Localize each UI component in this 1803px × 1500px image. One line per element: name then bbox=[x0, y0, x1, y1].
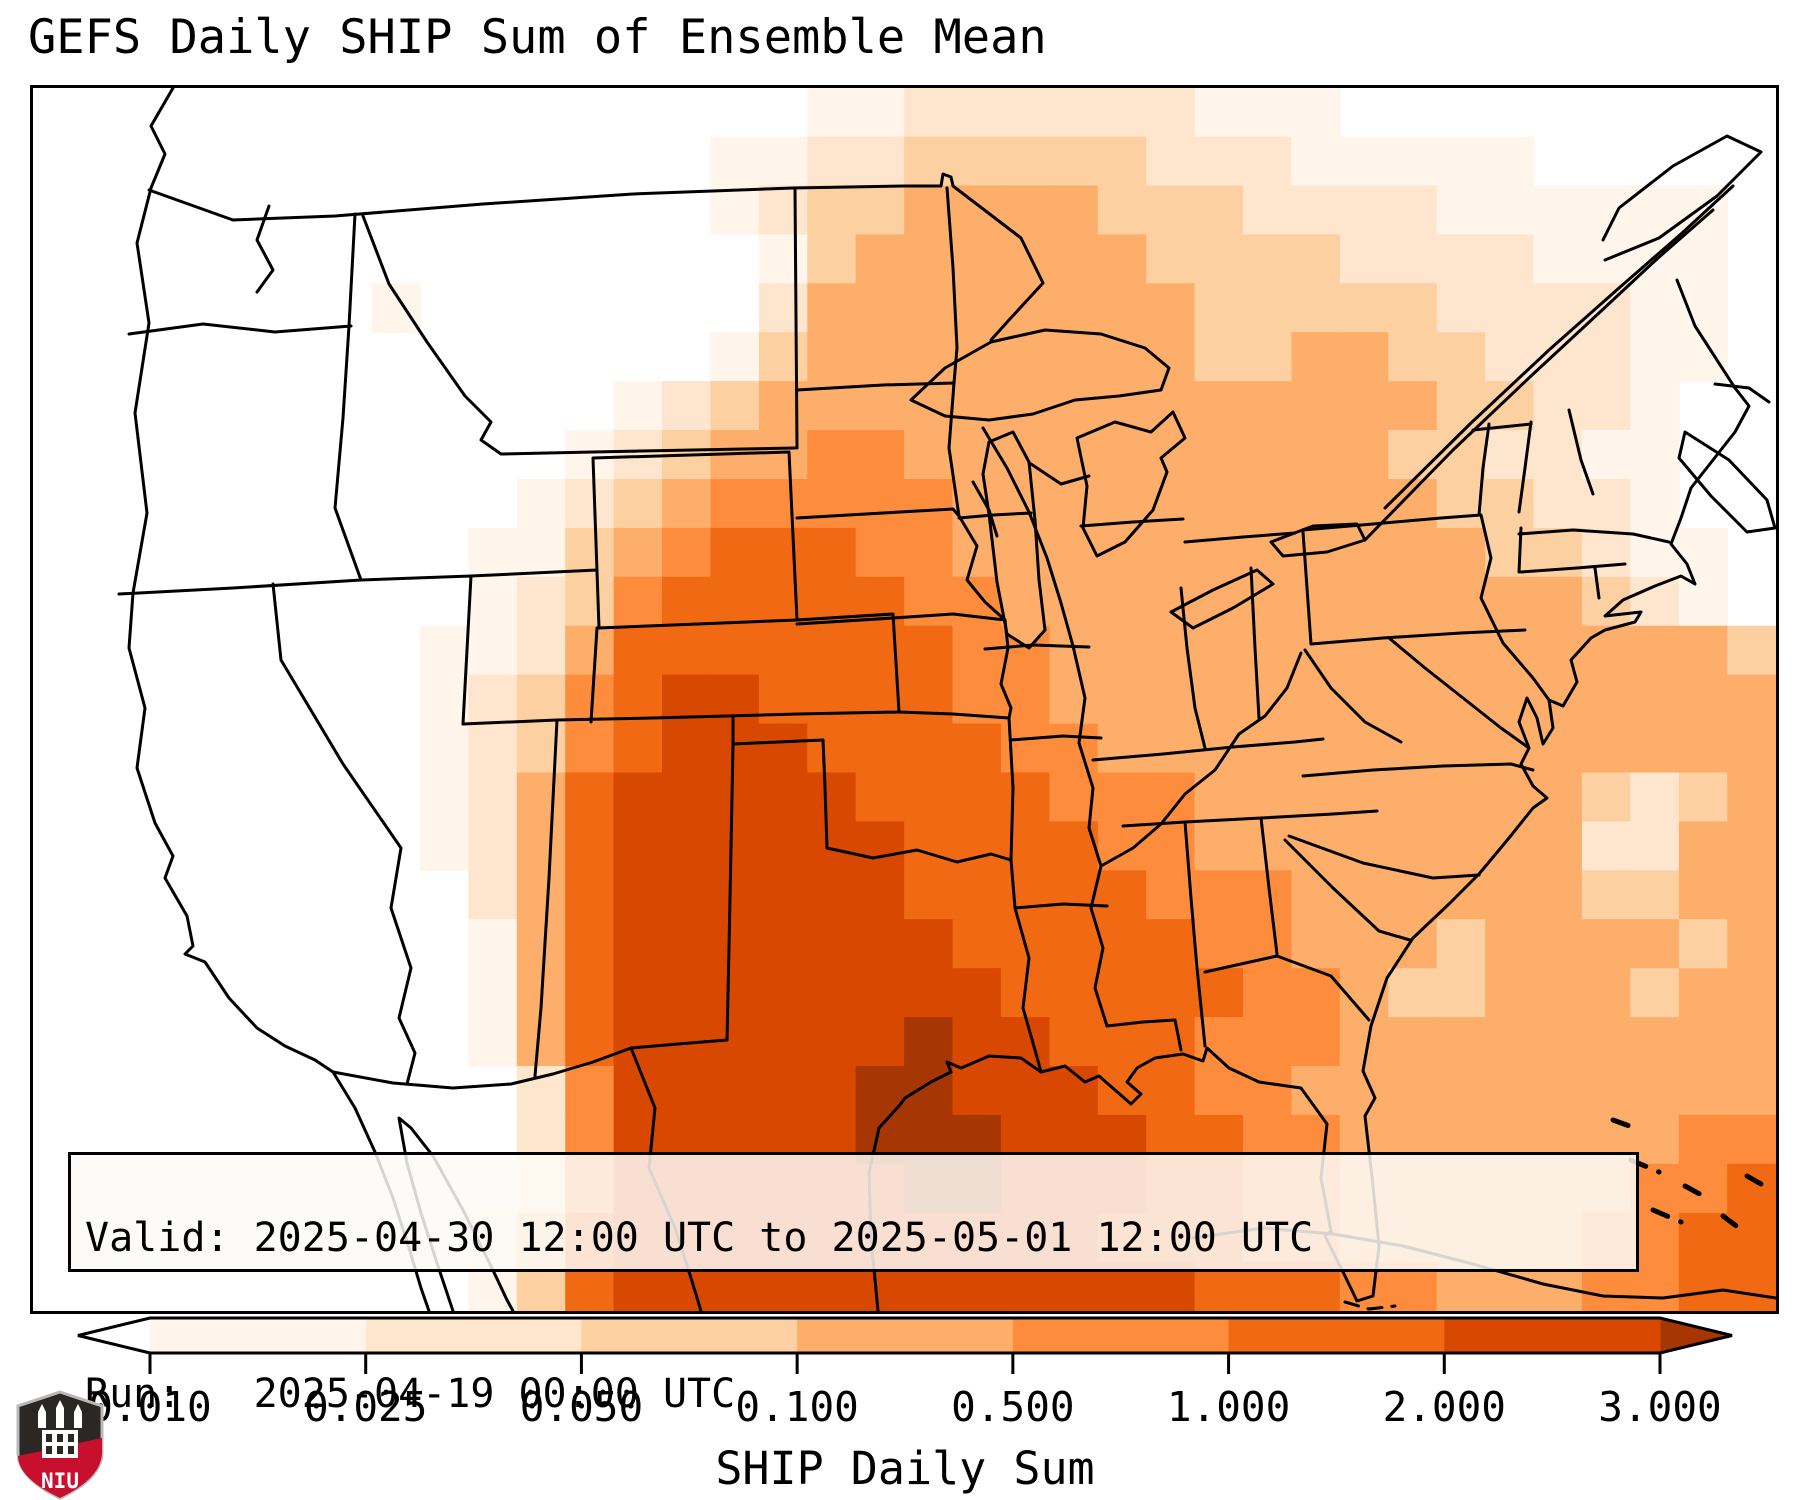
colorbar-tick-label: 1.000 bbox=[1167, 1383, 1290, 1431]
colorbar-tick-label: 0.025 bbox=[304, 1383, 427, 1431]
colorbar-tick-label: 3.000 bbox=[1598, 1383, 1721, 1431]
gulf-atlantic-coastline bbox=[867, 386, 1751, 1311]
castle-windows bbox=[46, 1434, 74, 1454]
state-borders-plains bbox=[629, 186, 1109, 1074]
gaspe-peninsula bbox=[1601, 134, 1763, 262]
shield-red-band bbox=[18, 1438, 102, 1498]
colorbar: 0.010 0.025 0.050 0.100 0.500 1.000 2.000 3.000… bbox=[0, 1312, 1803, 1500]
green-bay bbox=[971, 480, 999, 538]
state-borders-west bbox=[117, 186, 901, 1086]
valid-time-text: Valid: 2025-04-30 12:00 UTC to 2025-05-0… bbox=[85, 1215, 1314, 1261]
colorbar-tick-label: 2.000 bbox=[1383, 1383, 1506, 1431]
run-time-text: Run: 2025-04-19 00:00 UTC bbox=[85, 1371, 736, 1417]
map-panel bbox=[30, 85, 1779, 1314]
niu-logo-text: NIU bbox=[41, 1469, 79, 1493]
lake-erie bbox=[1169, 568, 1275, 630]
great-lakes bbox=[909, 328, 1367, 650]
state-borders-east bbox=[1301, 408, 1671, 750]
colorbar-svg: 0.010 0.025 0.050 0.100 0.500 1.000 2.000 3.000… bbox=[77, 1316, 1733, 1495]
maine-newbrunswick-border bbox=[1675, 278, 1737, 390]
valid-run-info-box: Valid: 2025-04-30 12:00 UTC to 2025-05-0… bbox=[68, 1152, 1639, 1417]
colorbar-tick-label: 0.100 bbox=[735, 1383, 858, 1431]
nova-scotia bbox=[1677, 430, 1776, 534]
state-borders-midwest bbox=[957, 426, 1325, 868]
us-canada-border bbox=[147, 172, 1045, 342]
niu-logo: NIU bbox=[14, 1390, 106, 1500]
colorbar-axis-label: SHIP Daily Sum bbox=[715, 1442, 1094, 1495]
lake-huron bbox=[1075, 410, 1187, 558]
bahamas-islands bbox=[1610, 1117, 1764, 1231]
colorbar-tick-label: 0.010 bbox=[88, 1383, 211, 1431]
lake-ontario bbox=[1269, 522, 1367, 558]
pacific-coastline bbox=[127, 88, 431, 1311]
prince-edward-island bbox=[1713, 382, 1771, 404]
niu-shield-icon: NIU bbox=[16, 1390, 104, 1500]
puget-sound bbox=[255, 204, 275, 294]
us-mexico-border bbox=[331, 1046, 633, 1090]
florida-keys bbox=[1343, 1300, 1397, 1311]
lake-superior bbox=[909, 328, 1171, 422]
geography-borders bbox=[117, 88, 1776, 1311]
colorbar-tick-label: 0.500 bbox=[951, 1383, 1074, 1431]
st-lawrence-south-shore bbox=[1363, 208, 1715, 542]
colorbar-tick-label: 0.050 bbox=[520, 1383, 643, 1431]
conus-map bbox=[117, 88, 1776, 1311]
st-lawrence-north-shore bbox=[1383, 184, 1735, 510]
state-borders-south bbox=[1089, 762, 1535, 1052]
figure-title: GEFS Daily SHIP Sum of Ensemble Mean bbox=[28, 10, 1047, 65]
